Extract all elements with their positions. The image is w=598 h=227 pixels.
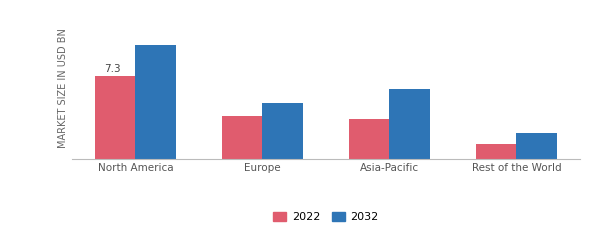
Bar [222, 116, 263, 159]
Bar [263, 103, 303, 159]
Bar [516, 133, 557, 159]
Bar [136, 45, 176, 159]
Y-axis label: MARKET SIZE IN USD BN: MARKET SIZE IN USD BN [57, 29, 68, 148]
Bar [95, 76, 136, 159]
Bar [389, 89, 430, 159]
Bar [349, 119, 389, 159]
Legend: 2022, 2032: 2022, 2032 [269, 207, 383, 227]
Bar [475, 144, 516, 159]
Text: 7.3: 7.3 [104, 64, 121, 74]
